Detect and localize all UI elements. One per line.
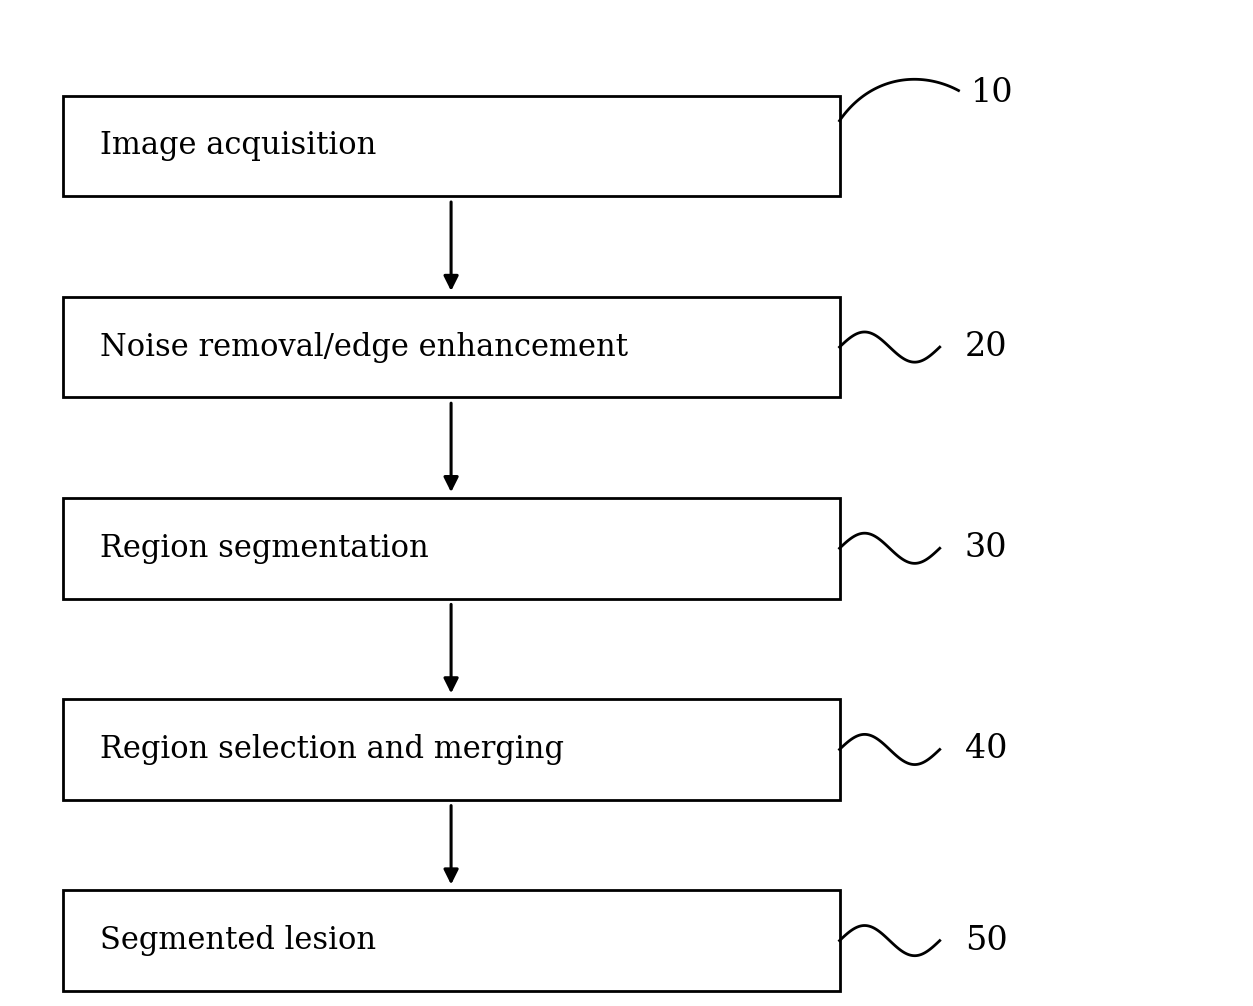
Bar [63, 498, 840, 599]
Text: Region selection and merging: Region selection and merging [100, 734, 564, 765]
Text: Segmented lesion: Segmented lesion [100, 926, 376, 956]
Text: 30: 30 [965, 532, 1007, 564]
Bar [63, 699, 840, 800]
Text: 50: 50 [965, 925, 1007, 957]
Text: Image acquisition: Image acquisition [100, 131, 377, 161]
Bar [63, 890, 840, 991]
Bar [63, 297, 840, 397]
Text: 10: 10 [971, 76, 1014, 109]
Text: 40: 40 [965, 733, 1007, 766]
Bar [63, 96, 840, 196]
Text: Region segmentation: Region segmentation [100, 533, 429, 563]
Text: Noise removal/edge enhancement: Noise removal/edge enhancement [100, 332, 628, 362]
Text: 20: 20 [965, 331, 1007, 363]
